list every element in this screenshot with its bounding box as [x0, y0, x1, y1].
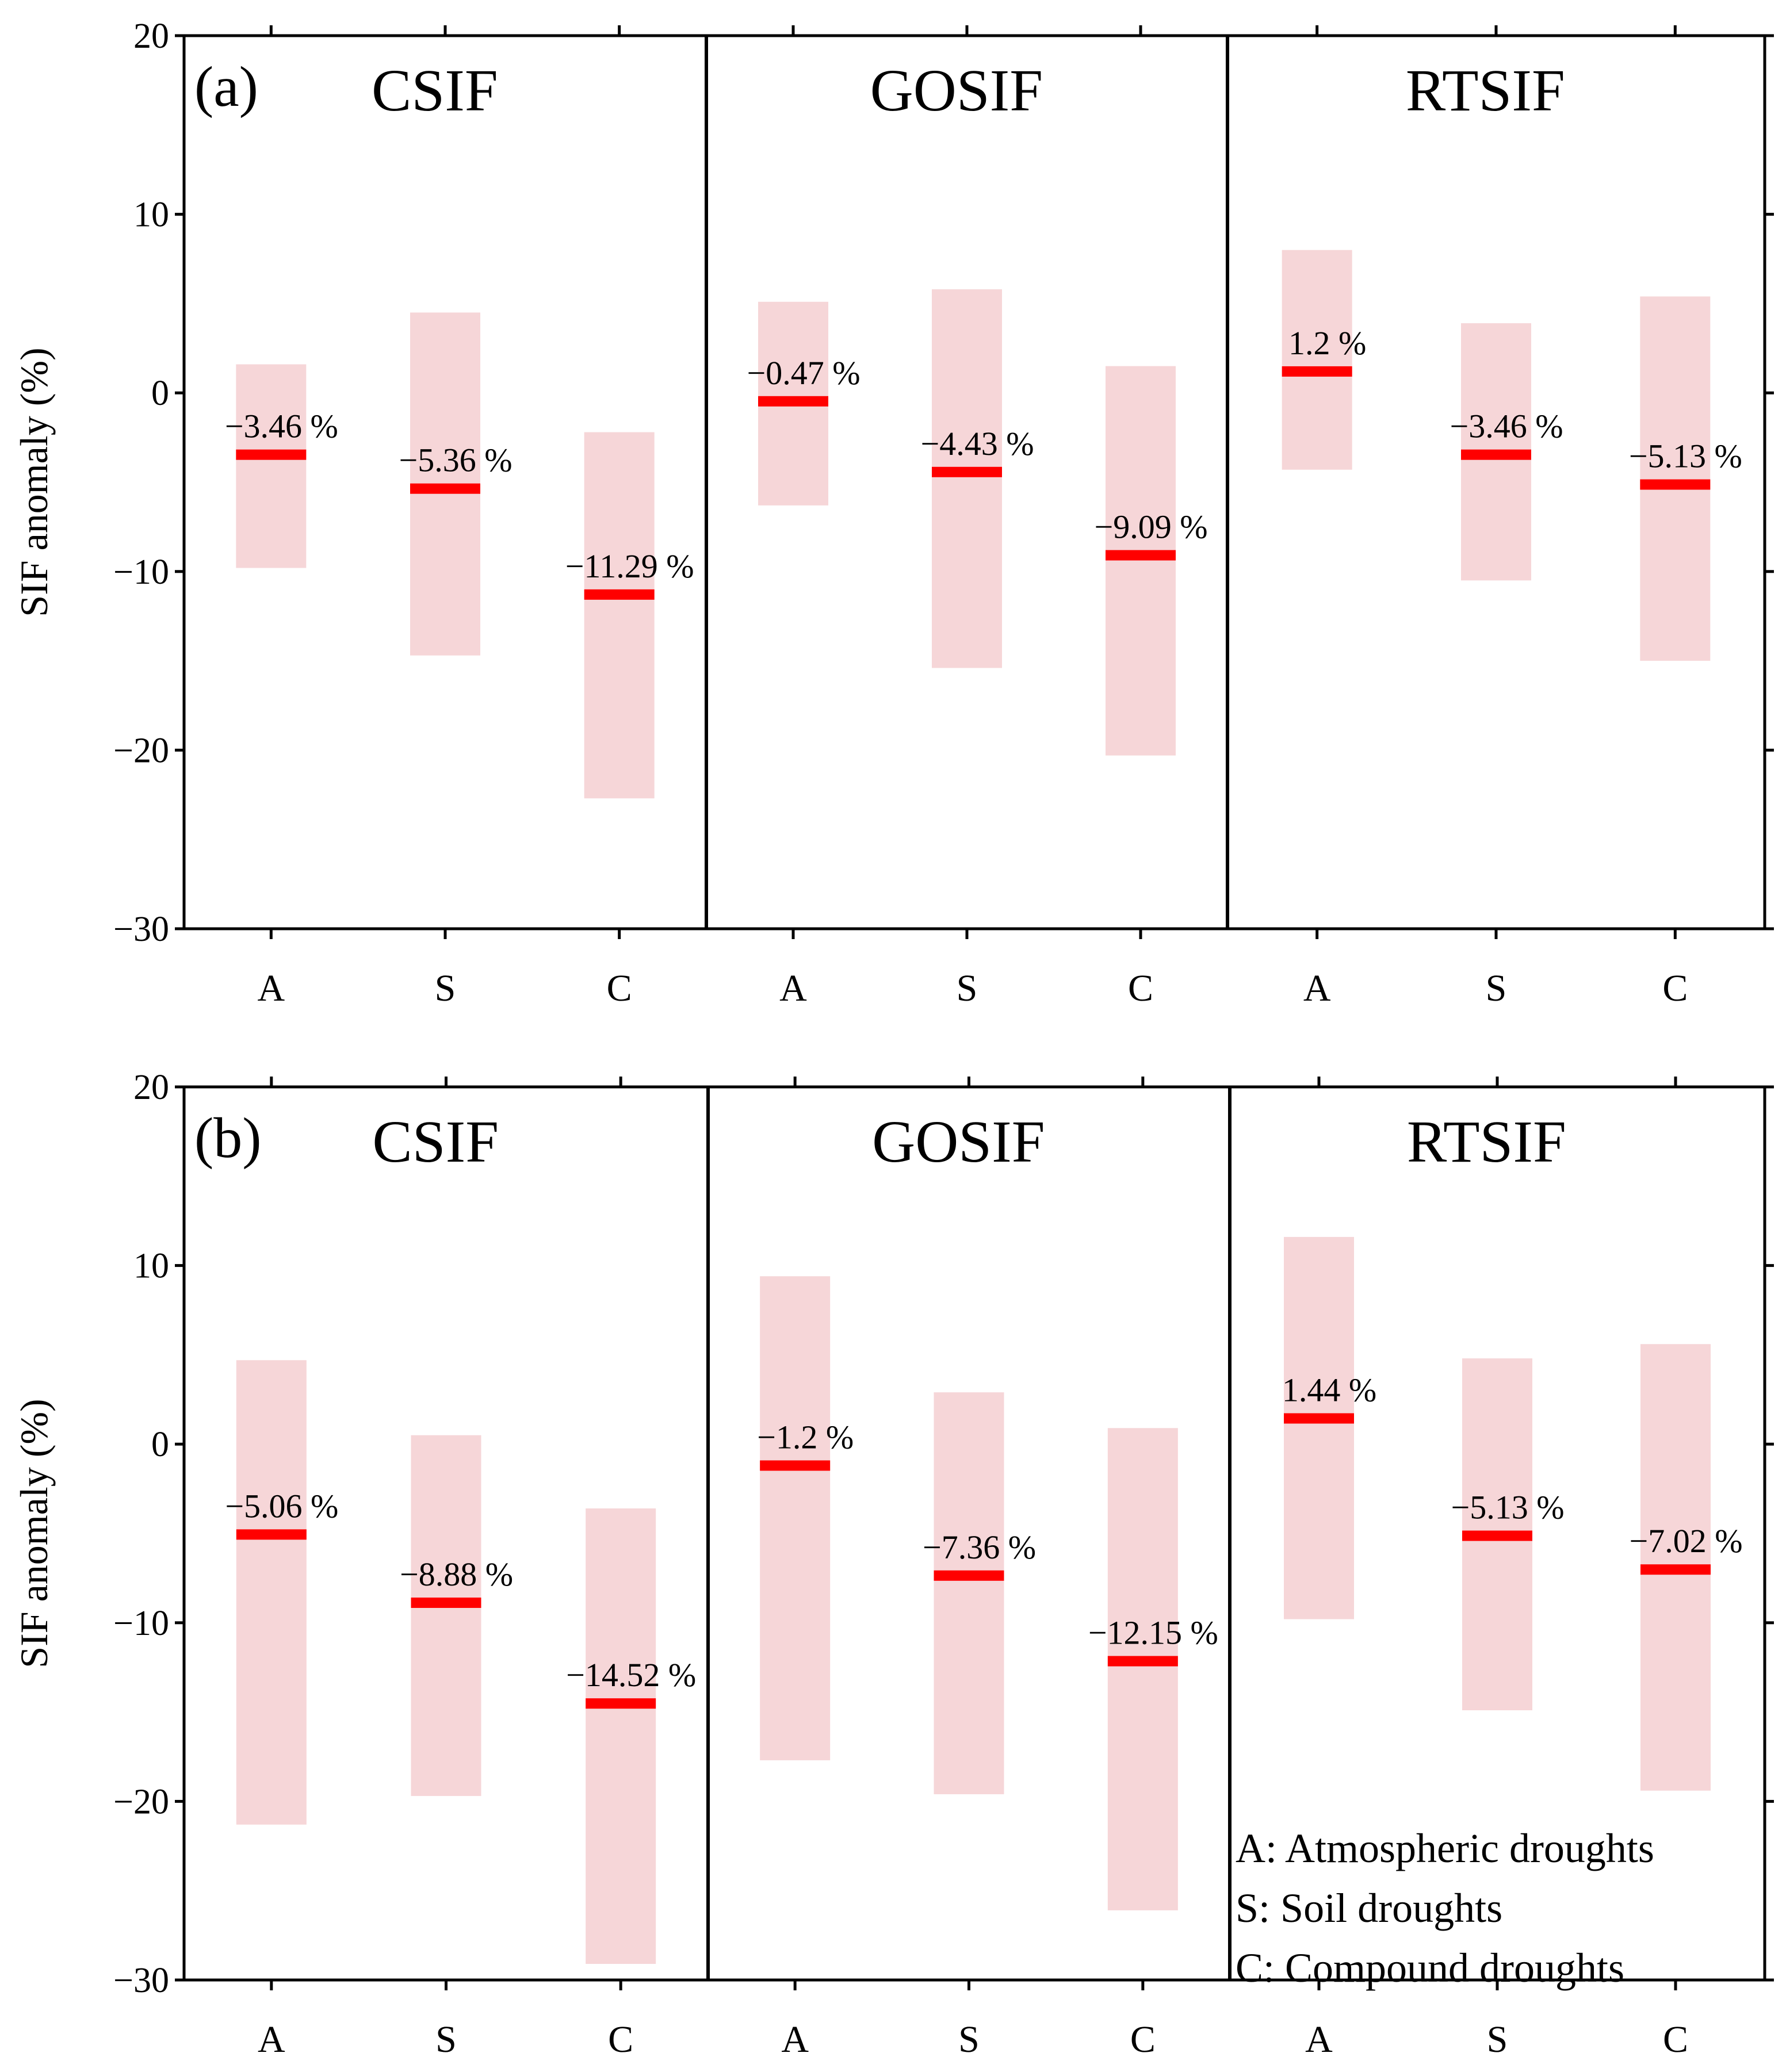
- mean-bar-csif-s: [411, 1598, 481, 1608]
- mean-bar-gosif-s: [934, 1570, 1004, 1581]
- mean-bar-csif-c: [584, 589, 655, 600]
- legend-item: A: Atmospheric droughts: [1236, 1825, 1654, 1871]
- value-label-csif-c: −11.29 %: [565, 547, 694, 585]
- mean-bar-gosif-a: [760, 1460, 831, 1471]
- panel-label: (a): [194, 55, 258, 118]
- range-bar-gosif-s: [934, 1392, 1004, 1794]
- y-tick-label: 20: [133, 17, 169, 56]
- y-axis-title: SIF anomaly (%): [12, 347, 56, 616]
- x-tick-label-s: S: [1486, 967, 1507, 1009]
- legend-item: C: Compound droughts: [1236, 1945, 1624, 1991]
- panel-b: 20 10 0 −10 −20 −30 SIF anomaly (%) CSIF A −5.06 …: [12, 1068, 1774, 2060]
- value-label-csif-s: −5.36 %: [399, 442, 512, 479]
- value-label-gosif-c: −12.15 %: [1088, 1614, 1218, 1652]
- mean-bar-rtsif-c: [1640, 1564, 1711, 1575]
- x-tick-label-s: S: [958, 2019, 980, 2060]
- range-bar-csif-a: [236, 1360, 307, 1825]
- value-label-rtsif-a: 1.2 %: [1288, 324, 1366, 362]
- range-bar-rtsif-a: [1284, 1236, 1354, 1619]
- legend-item: S: Soil droughts: [1236, 1885, 1502, 1931]
- value-label-gosif-a: −1.2 %: [757, 1418, 854, 1456]
- range-bar-csif-s: [411, 1435, 481, 1797]
- y-axis-title: SIF anomaly (%): [12, 1399, 56, 1668]
- y-tick-label: 10: [133, 196, 169, 235]
- y-tick-label: 10: [133, 1247, 169, 1286]
- dataset-title-rtsif: RTSIF: [1407, 1109, 1566, 1175]
- dataset-title-csif: CSIF: [372, 58, 498, 124]
- value-label-gosif-c: −9.09 %: [1094, 508, 1207, 546]
- x-tick-label-c: C: [1663, 2019, 1688, 2060]
- mean-bar-rtsif-a: [1284, 1413, 1354, 1424]
- mean-bar-rtsif-a: [1282, 366, 1352, 377]
- value-label-rtsif-c: −5.13 %: [1629, 438, 1742, 475]
- value-label-csif-s: −8.88 %: [400, 1556, 513, 1593]
- value-label-gosif-a: −0.47 %: [747, 354, 860, 392]
- y-tick-label: −10: [113, 553, 169, 592]
- range-bar-csif-c: [586, 1508, 656, 1964]
- value-label-csif-a: −5.06 %: [225, 1487, 338, 1525]
- value-label-rtsif-s: −3.46 %: [1450, 408, 1563, 445]
- x-tick-label-c: C: [1128, 967, 1153, 1009]
- y-tick-label: −10: [113, 1604, 169, 1643]
- mean-bar-rtsif-s: [1462, 1530, 1532, 1541]
- mean-bar-gosif-s: [932, 466, 1002, 477]
- y-tick-label: 0: [151, 374, 169, 413]
- y-tick-label: −30: [113, 1961, 169, 2000]
- mean-bar-gosif-a: [758, 396, 828, 407]
- range-bar-gosif-s: [932, 289, 1002, 668]
- x-tick-label-c: C: [1130, 2019, 1156, 2060]
- y-tick-label: −30: [113, 910, 169, 949]
- value-label-csif-c: −14.52 %: [566, 1656, 696, 1694]
- range-bar-csif-a: [236, 364, 307, 568]
- dataset-title-gosif: GOSIF: [872, 1109, 1045, 1175]
- dataset-title-rtsif: RTSIF: [1406, 58, 1565, 124]
- value-label-gosif-s: −4.43 %: [920, 425, 1034, 462]
- mean-bar-gosif-c: [1107, 1656, 1178, 1667]
- x-tick-label-s: S: [435, 967, 456, 1009]
- dataset-title-gosif: GOSIF: [870, 58, 1043, 124]
- mean-bar-csif-a: [236, 1529, 307, 1540]
- y-tick-label: 20: [133, 1068, 169, 1107]
- range-bar-rtsif-a: [1282, 250, 1352, 470]
- x-tick-label-s: S: [435, 2019, 457, 2060]
- y-tick-label: 0: [151, 1425, 169, 1464]
- value-label-rtsif-c: −7.02 %: [1629, 1522, 1742, 1560]
- mean-bar-gosif-c: [1106, 550, 1176, 561]
- mean-bar-csif-a: [236, 449, 307, 460]
- x-tick-label-s: S: [957, 967, 978, 1009]
- plot-frame: [182, 1085, 1766, 1982]
- x-tick-label-s: S: [1487, 2019, 1508, 2060]
- mean-bar-rtsif-s: [1461, 449, 1531, 460]
- mean-bar-csif-s: [410, 483, 480, 494]
- value-label-rtsif-s: −5.13 %: [1451, 1489, 1564, 1526]
- x-tick-label-c: C: [608, 2019, 633, 2060]
- value-label-gosif-s: −7.36 %: [923, 1529, 1036, 1566]
- range-bar-gosif-c: [1107, 1428, 1178, 1910]
- mean-bar-rtsif-c: [1640, 479, 1711, 490]
- x-tick-label-a: A: [257, 967, 285, 1009]
- x-tick-label-c: C: [1662, 967, 1688, 1009]
- plot-frame: [182, 34, 1766, 930]
- x-tick-label-a: A: [779, 967, 807, 1009]
- x-tick-label-a: A: [1305, 2019, 1333, 2060]
- panel-a: 20 10 0 −10 −20 −30 SIF anomaly (%) CSIF A −3.46 …: [12, 17, 1774, 1009]
- x-tick-label-a: A: [258, 2019, 285, 2060]
- panel-label: (b): [194, 1106, 262, 1170]
- y-tick-label: −20: [113, 1782, 169, 1821]
- dataset-title-csif: CSIF: [372, 1109, 499, 1175]
- range-bar-csif-c: [584, 432, 655, 799]
- range-bar-rtsif-c: [1640, 296, 1711, 661]
- x-tick-label-a: A: [781, 2019, 809, 2060]
- mean-bar-csif-c: [586, 1698, 656, 1709]
- x-tick-label-a: A: [1303, 967, 1331, 1009]
- value-label-rtsif-a: 1.44 %: [1282, 1371, 1376, 1408]
- value-label-csif-a: −3.46 %: [225, 408, 338, 445]
- range-bar-gosif-a: [760, 1276, 831, 1760]
- y-tick-label: −20: [113, 731, 169, 770]
- x-tick-label-c: C: [607, 967, 632, 1009]
- range-bar-gosif-c: [1106, 366, 1176, 756]
